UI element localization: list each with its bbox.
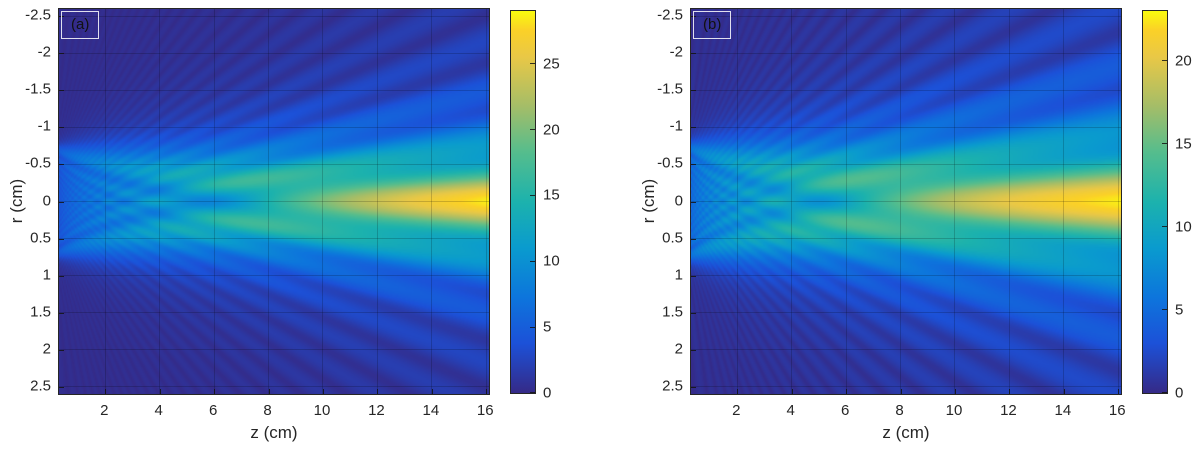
colorbar-tick-label: 5 bbox=[543, 318, 552, 336]
y-tick-label: -2.5 bbox=[25, 6, 51, 24]
x-axis-label-a: z (cm) bbox=[250, 423, 298, 442]
colorbar-a bbox=[510, 10, 536, 394]
colorbar-tick-label: 20 bbox=[1175, 52, 1192, 70]
x-tick-label: 8 bbox=[895, 402, 904, 419]
colorbar-tick-mark bbox=[530, 392, 535, 393]
colorbar-tick-label: 5 bbox=[1175, 301, 1184, 319]
colorbar-tick-label: 10 bbox=[543, 252, 560, 270]
y-tick-label: 0 bbox=[42, 192, 51, 209]
y-tick-label: 0.5 bbox=[30, 229, 51, 247]
panel-label-a: (a) bbox=[71, 16, 90, 33]
x-tick-label: 14 bbox=[1054, 402, 1072, 419]
y-tick-label: 1.5 bbox=[30, 303, 51, 321]
colorbar-tick-mark bbox=[1162, 309, 1167, 311]
y-tick-label: -0.5 bbox=[25, 154, 51, 172]
x-tick-label: 16 bbox=[1108, 402, 1126, 419]
panel-label-box-b: (b) bbox=[693, 11, 732, 39]
colorbar-tick-mark bbox=[1162, 392, 1167, 393]
x-tick-label: 2 bbox=[100, 402, 109, 419]
colorbar-tick-mark bbox=[530, 129, 535, 131]
x-tick-label: 6 bbox=[840, 402, 850, 419]
colorbar-tick-mark bbox=[1162, 226, 1167, 228]
y-tick-label: 2 bbox=[674, 340, 683, 358]
panel-label-b: (b) bbox=[703, 16, 722, 33]
x-tick-label: 12 bbox=[368, 402, 385, 419]
y-tick-label: 1 bbox=[42, 266, 51, 284]
panel-label-box-a: (a) bbox=[61, 11, 100, 39]
x-tick-label: 8 bbox=[263, 402, 272, 419]
y-tick-label: -2 bbox=[669, 43, 683, 61]
x-tick-label: 12 bbox=[1000, 402, 1017, 419]
x-tick-label: 4 bbox=[154, 402, 163, 419]
colorbar-tick-label: 25 bbox=[543, 55, 560, 73]
x-tick-label: 2 bbox=[732, 402, 741, 419]
heatmap-plot-b: (b) bbox=[690, 8, 1122, 395]
colorbar-tick-label: 20 bbox=[543, 121, 560, 139]
y-tick-label: -2.5 bbox=[657, 6, 683, 24]
y-tick-label: -1 bbox=[37, 117, 51, 135]
panel-a: r (cm) (a) 2 4 6 8 10 12 14 16 -2.5 -2 -1.5 -1 -0.5… bbox=[0, 0, 568, 450]
panel-b: r (cm) (b) 2 4 6 8 10 12 14 16 -2.5 -2 -1.5 -1 -0.5… bbox=[632, 0, 1200, 450]
colorbar-tick-mark bbox=[1162, 60, 1167, 62]
y-tick-label: 1 bbox=[674, 266, 683, 284]
colorbar-tick-label: 10 bbox=[1175, 218, 1192, 236]
colorbar-tick-label: 0 bbox=[1175, 384, 1184, 402]
y-tick-label: 0 bbox=[674, 192, 683, 209]
y-tick-label: 2 bbox=[42, 340, 51, 358]
y-tick-label: -1 bbox=[669, 117, 683, 135]
x-tick-label: 4 bbox=[786, 402, 795, 419]
colorbar-tick-label: 0 bbox=[543, 384, 552, 402]
colorbar-tick-mark bbox=[1162, 143, 1167, 145]
x-axis-label-b: z (cm) bbox=[882, 423, 930, 442]
y-tick-label: -1.5 bbox=[657, 80, 683, 98]
colorbar-b bbox=[1142, 10, 1168, 394]
colorbar-tick-mark bbox=[530, 260, 535, 262]
colorbar-tick-label: 15 bbox=[543, 186, 560, 204]
heatmap-plot-a: (a) bbox=[58, 8, 490, 395]
y-tick-label: -2 bbox=[37, 43, 51, 61]
y-tick-label: 2.5 bbox=[662, 377, 683, 395]
y-tick-label: 1.5 bbox=[662, 303, 683, 321]
y-tick-label: -0.5 bbox=[657, 154, 683, 172]
x-tick-label: 16 bbox=[476, 402, 494, 419]
heatmap-canvas-b bbox=[691, 9, 1121, 394]
colorbar-tick-mark bbox=[530, 63, 535, 65]
y-tick-label: -1.5 bbox=[25, 80, 51, 98]
y-tick-label: 2.5 bbox=[30, 377, 51, 395]
x-tick-label: 10 bbox=[945, 402, 963, 419]
heatmap-canvas-a bbox=[59, 9, 489, 394]
colorbar-tick-label: 15 bbox=[1175, 135, 1192, 153]
x-tick-label: 6 bbox=[208, 402, 218, 419]
colorbar-tick-mark bbox=[530, 194, 535, 196]
colorbar-tick-mark bbox=[530, 326, 535, 328]
x-tick-label: 14 bbox=[422, 402, 440, 419]
x-tick-label: 10 bbox=[313, 402, 331, 419]
y-tick-label: 0.5 bbox=[662, 229, 683, 247]
